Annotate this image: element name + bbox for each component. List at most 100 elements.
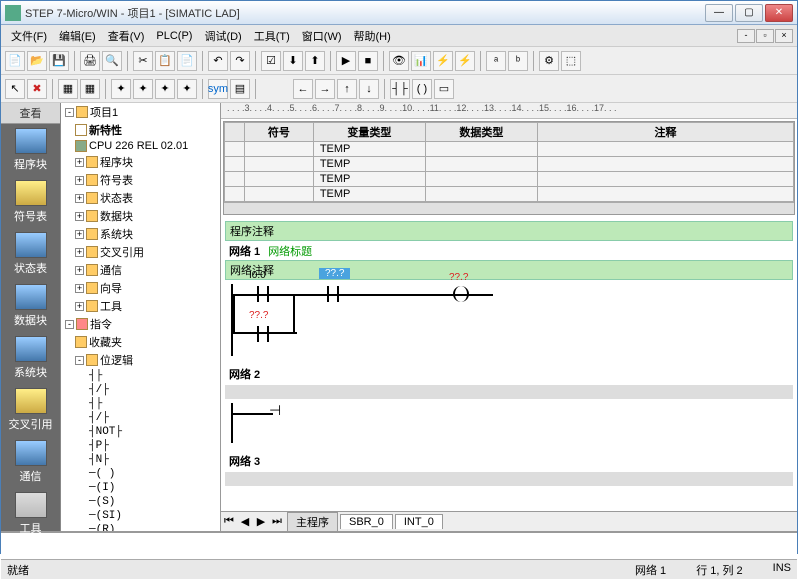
download-icon[interactable]: ⬇ — [283, 51, 303, 71]
redo-icon[interactable]: ↷ — [230, 51, 250, 71]
menu-edit[interactable]: 编辑(E) — [53, 26, 102, 46]
tree-bit-logic[interactable]: -位逻辑 — [61, 351, 220, 369]
tab-prev-icon[interactable]: ◀ — [237, 515, 253, 528]
tree-favorites[interactable]: 收藏夹 — [61, 333, 220, 351]
ladder-editor[interactable]: 程序注释 网络 1 网络标题 网络注释 I0.0 ??.? ??.? — [221, 217, 797, 511]
wiz1-icon[interactable]: ✦ — [111, 79, 131, 99]
coil-icon[interactable]: ( ) — [412, 79, 432, 99]
output-panel[interactable] — [1, 531, 797, 559]
tree-root[interactable]: -项目1 — [61, 103, 220, 121]
tree-program-block[interactable]: +程序块 — [61, 153, 220, 171]
tab-main[interactable]: 主程序 — [287, 512, 338, 531]
network-3-header[interactable]: 网络 3 — [225, 451, 793, 471]
tree-op-item[interactable]: ┤NOT├ — [61, 425, 220, 439]
symtab-icon[interactable]: ▤ — [230, 79, 250, 99]
chart-icon[interactable]: 📊 — [411, 51, 431, 71]
tree-cpu[interactable]: CPU 226 REL 02.01 — [61, 139, 220, 153]
minimize-button[interactable]: — — [705, 4, 733, 22]
net2-icon[interactable]: ▦ — [80, 79, 100, 99]
line-up-icon[interactable]: ↑ — [337, 79, 357, 99]
tree-instructions[interactable]: -指令 — [61, 315, 220, 333]
tree-cross-ref[interactable]: +交叉引用 — [61, 243, 220, 261]
tree-op-item[interactable]: ─(R) — [61, 523, 220, 531]
force-icon[interactable]: ⚡ — [433, 51, 453, 71]
tree-op-item[interactable]: ─(S) — [61, 495, 220, 509]
table-row[interactable]: TEMP — [225, 172, 794, 187]
upload-icon[interactable]: ⬆ — [305, 51, 325, 71]
menu-help[interactable]: 帮助(H) — [348, 26, 397, 46]
network-1-rung[interactable]: I0.0 ??.? ??.? ??.? — [231, 284, 793, 356]
tree-op-item[interactable]: ┤/├ — [61, 383, 220, 397]
tree-op-item[interactable]: ┤├ — [61, 397, 220, 411]
tree-symbol-table[interactable]: +符号表 — [61, 171, 220, 189]
table-row[interactable]: TEMP — [225, 187, 794, 202]
open-icon[interactable]: 📂 — [27, 51, 47, 71]
table-row[interactable]: TEMP — [225, 157, 794, 172]
tree-op-item[interactable]: ─( ) — [61, 467, 220, 481]
tree-op-item[interactable]: ┤├ — [61, 369, 220, 383]
tree-communication[interactable]: +通信 — [61, 261, 220, 279]
wiz4-icon[interactable]: ✦ — [177, 79, 197, 99]
tool-c-icon[interactable]: ⚙ — [539, 51, 559, 71]
tree-wizard[interactable]: +向导 — [61, 279, 220, 297]
print-icon[interactable]: 🖨 — [80, 51, 100, 71]
paste-icon[interactable]: 📄 — [177, 51, 197, 71]
tree-op-item[interactable]: ─(SI) — [61, 509, 220, 523]
box-icon[interactable]: ▭ — [434, 79, 454, 99]
tab-next-icon[interactable]: ▶ — [253, 515, 269, 528]
tab-last-icon[interactable]: ⏭ — [269, 515, 285, 528]
tree-status-table[interactable]: +状态表 — [61, 189, 220, 207]
wiz3-icon[interactable]: ✦ — [155, 79, 175, 99]
wiz2-icon[interactable]: ✦ — [133, 79, 153, 99]
nav-communication[interactable]: 通信 — [7, 440, 55, 484]
menu-tools[interactable]: 工具(T) — [248, 26, 296, 46]
tree-op-item[interactable]: ┤/├ — [61, 411, 220, 425]
maximize-button[interactable]: ▢ — [735, 4, 763, 22]
symbol-table[interactable]: 符号 变量类型 数据类型 注释 TEMP TEMP TEMP TEMP — [223, 121, 795, 215]
line-left-icon[interactable]: ← — [293, 79, 313, 99]
status-icon[interactable]: 👁 — [389, 51, 409, 71]
nav-program-block[interactable]: 程序块 — [7, 128, 55, 172]
mdi-close[interactable]: × — [775, 29, 793, 43]
network-1-header[interactable]: 网络 1 网络标题 — [225, 242, 793, 260]
tool-d-icon[interactable]: ⬚ — [561, 51, 581, 71]
network-comment[interactable]: 网络注释 — [225, 260, 793, 280]
tool-b-icon[interactable]: ᵇ — [508, 51, 528, 71]
table-row[interactable]: TEMP — [225, 142, 794, 157]
contact-icon[interactable]: ┤├ — [390, 79, 410, 99]
contact-branch[interactable]: ??.? — [253, 324, 273, 344]
unforce-icon[interactable]: ⚡ — [455, 51, 475, 71]
tree-panel[interactable]: -项目1 新特性 CPU 226 REL 02.01 +程序块 +符号表 +状态… — [61, 103, 221, 531]
nav-tools[interactable]: 工具 — [7, 492, 55, 536]
tree-new-features[interactable]: 新特性 — [61, 121, 220, 139]
tab-int0[interactable]: INT_0 — [395, 514, 443, 529]
tree-op-item[interactable]: ─(I) — [61, 481, 220, 495]
tab-first-icon[interactable]: ⏮ — [221, 515, 237, 528]
coil-1[interactable]: ??.? — [453, 286, 469, 302]
line-down-icon[interactable]: ↓ — [359, 79, 379, 99]
tree-op-item[interactable]: ┤N├ — [61, 453, 220, 467]
menu-window[interactable]: 窗口(W) — [296, 26, 348, 46]
network-2-header[interactable]: 网络 2 — [225, 364, 793, 384]
net-icon[interactable]: ▦ — [58, 79, 78, 99]
cut-icon[interactable]: ✂ — [133, 51, 153, 71]
contact-2[interactable]: ??.? — [323, 284, 343, 304]
menu-file[interactable]: 文件(F) — [5, 26, 53, 46]
tree-op-item[interactable]: ┤P├ — [61, 439, 220, 453]
compile-icon[interactable]: ☑ — [261, 51, 281, 71]
undo-icon[interactable]: ↶ — [208, 51, 228, 71]
network-2-rung[interactable]: ⊣ — [231, 403, 793, 443]
tool-a-icon[interactable]: ᵃ — [486, 51, 506, 71]
nav-data-block[interactable]: 数据块 — [7, 284, 55, 328]
run-icon[interactable]: ▶ — [336, 51, 356, 71]
tree-system-block[interactable]: +系统块 — [61, 225, 220, 243]
new-icon[interactable]: 📄 — [5, 51, 25, 71]
menu-debug[interactable]: 调试(D) — [198, 26, 247, 46]
copy-icon[interactable]: 📋 — [155, 51, 175, 71]
nav-status-table[interactable]: 状态表 — [7, 232, 55, 276]
symtable-scrollbar[interactable] — [224, 202, 794, 214]
program-comment[interactable]: 程序注释 — [225, 221, 793, 241]
menu-plc[interactable]: PLC(P) — [150, 28, 198, 44]
nav-system-block[interactable]: 系统块 — [7, 336, 55, 380]
mdi-minimize[interactable]: - — [737, 29, 755, 43]
